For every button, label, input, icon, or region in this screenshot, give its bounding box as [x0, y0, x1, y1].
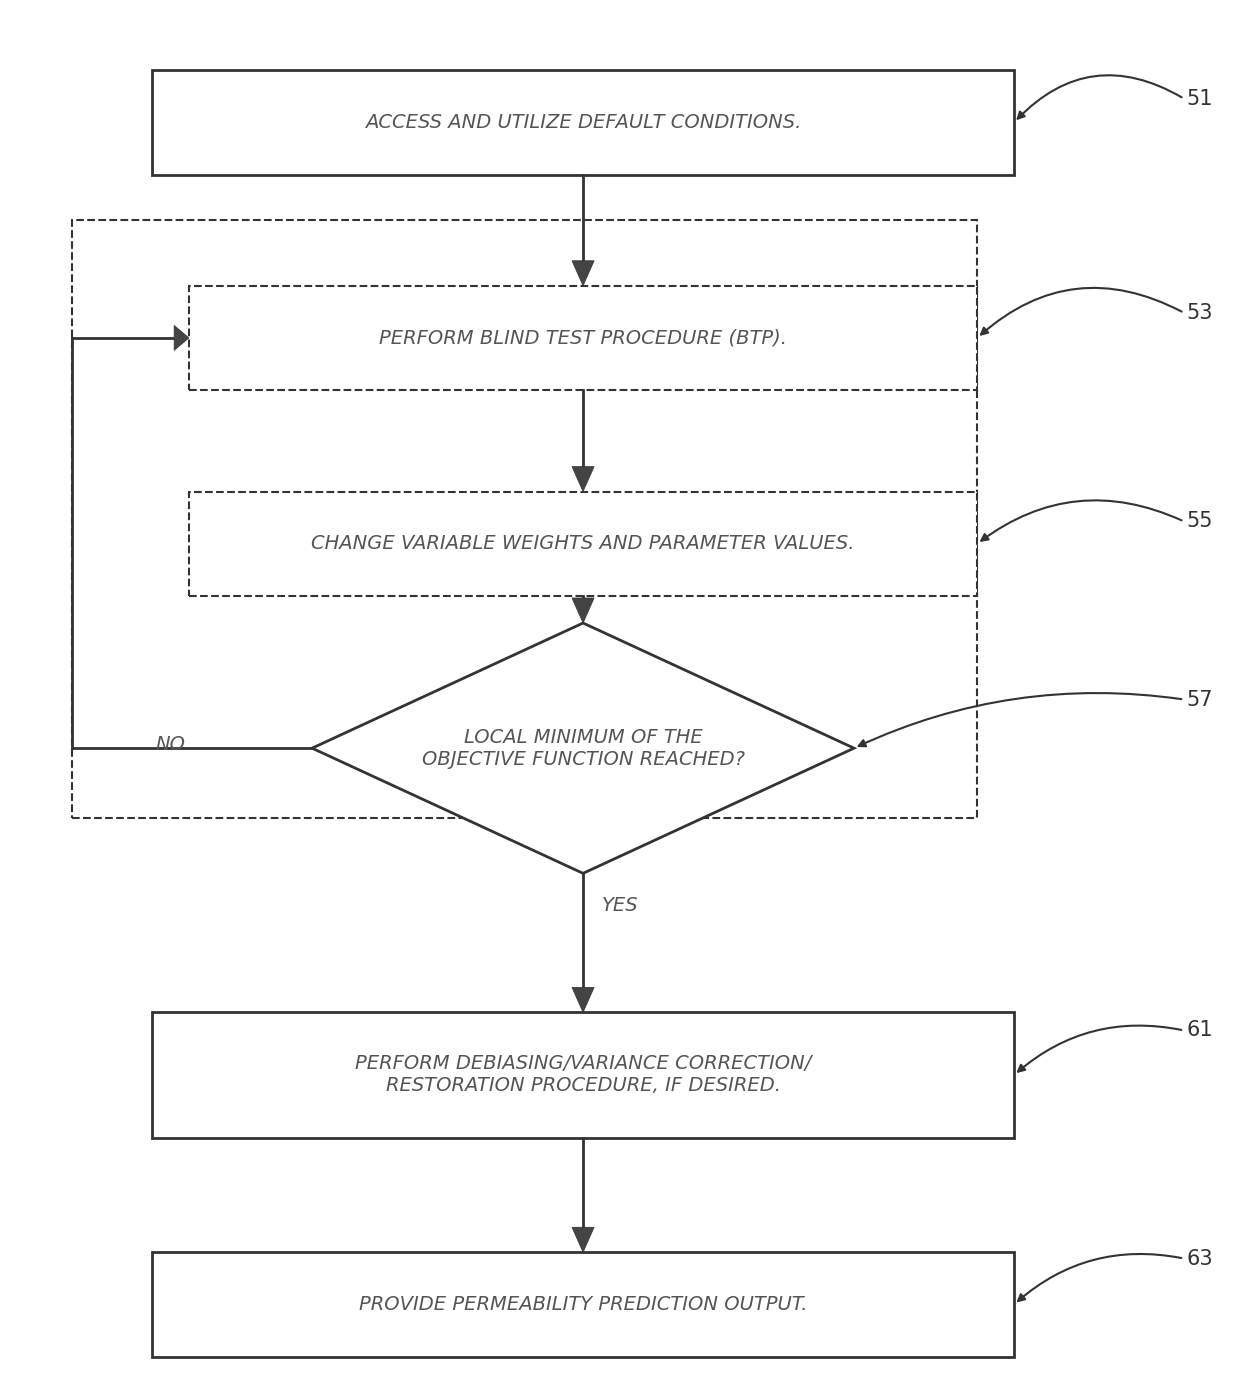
FancyBboxPatch shape: [153, 70, 1014, 175]
Text: 61: 61: [1187, 1020, 1213, 1041]
Text: ACCESS AND UTILIZE DEFAULT CONDITIONS.: ACCESS AND UTILIZE DEFAULT CONDITIONS.: [365, 113, 801, 132]
Polygon shape: [572, 988, 594, 1013]
Text: PERFORM DEBIASING/VARIANCE CORRECTION/
RESTORATION PROCEDURE, IF DESIRED.: PERFORM DEBIASING/VARIANCE CORRECTION/ R…: [355, 1055, 811, 1095]
Polygon shape: [572, 466, 594, 491]
Text: PERFORM BLIND TEST PROCEDURE (BTP).: PERFORM BLIND TEST PROCEDURE (BTP).: [379, 329, 787, 347]
Text: LOCAL MINIMUM OF THE
OBJECTIVE FUNCTION REACHED?: LOCAL MINIMUM OF THE OBJECTIVE FUNCTION …: [422, 727, 744, 768]
Text: 63: 63: [1187, 1248, 1213, 1269]
Text: YES: YES: [601, 895, 639, 915]
FancyBboxPatch shape: [188, 491, 977, 596]
Text: CHANGE VARIABLE WEIGHTS AND PARAMETER VALUES.: CHANGE VARIABLE WEIGHTS AND PARAMETER VA…: [311, 534, 854, 553]
Text: 55: 55: [1187, 512, 1213, 532]
FancyBboxPatch shape: [153, 1252, 1014, 1357]
Polygon shape: [572, 260, 594, 285]
FancyBboxPatch shape: [153, 1013, 1014, 1137]
Polygon shape: [572, 597, 594, 623]
Polygon shape: [572, 1227, 594, 1252]
Text: 51: 51: [1187, 88, 1213, 109]
Polygon shape: [312, 623, 854, 873]
Text: PROVIDE PERMEABILITY PREDICTION OUTPUT.: PROVIDE PERMEABILITY PREDICTION OUTPUT.: [358, 1295, 807, 1314]
Text: NO: NO: [155, 734, 186, 754]
FancyBboxPatch shape: [188, 285, 977, 390]
Text: 57: 57: [1187, 690, 1213, 709]
Text: 53: 53: [1187, 304, 1213, 323]
Polygon shape: [174, 326, 188, 350]
